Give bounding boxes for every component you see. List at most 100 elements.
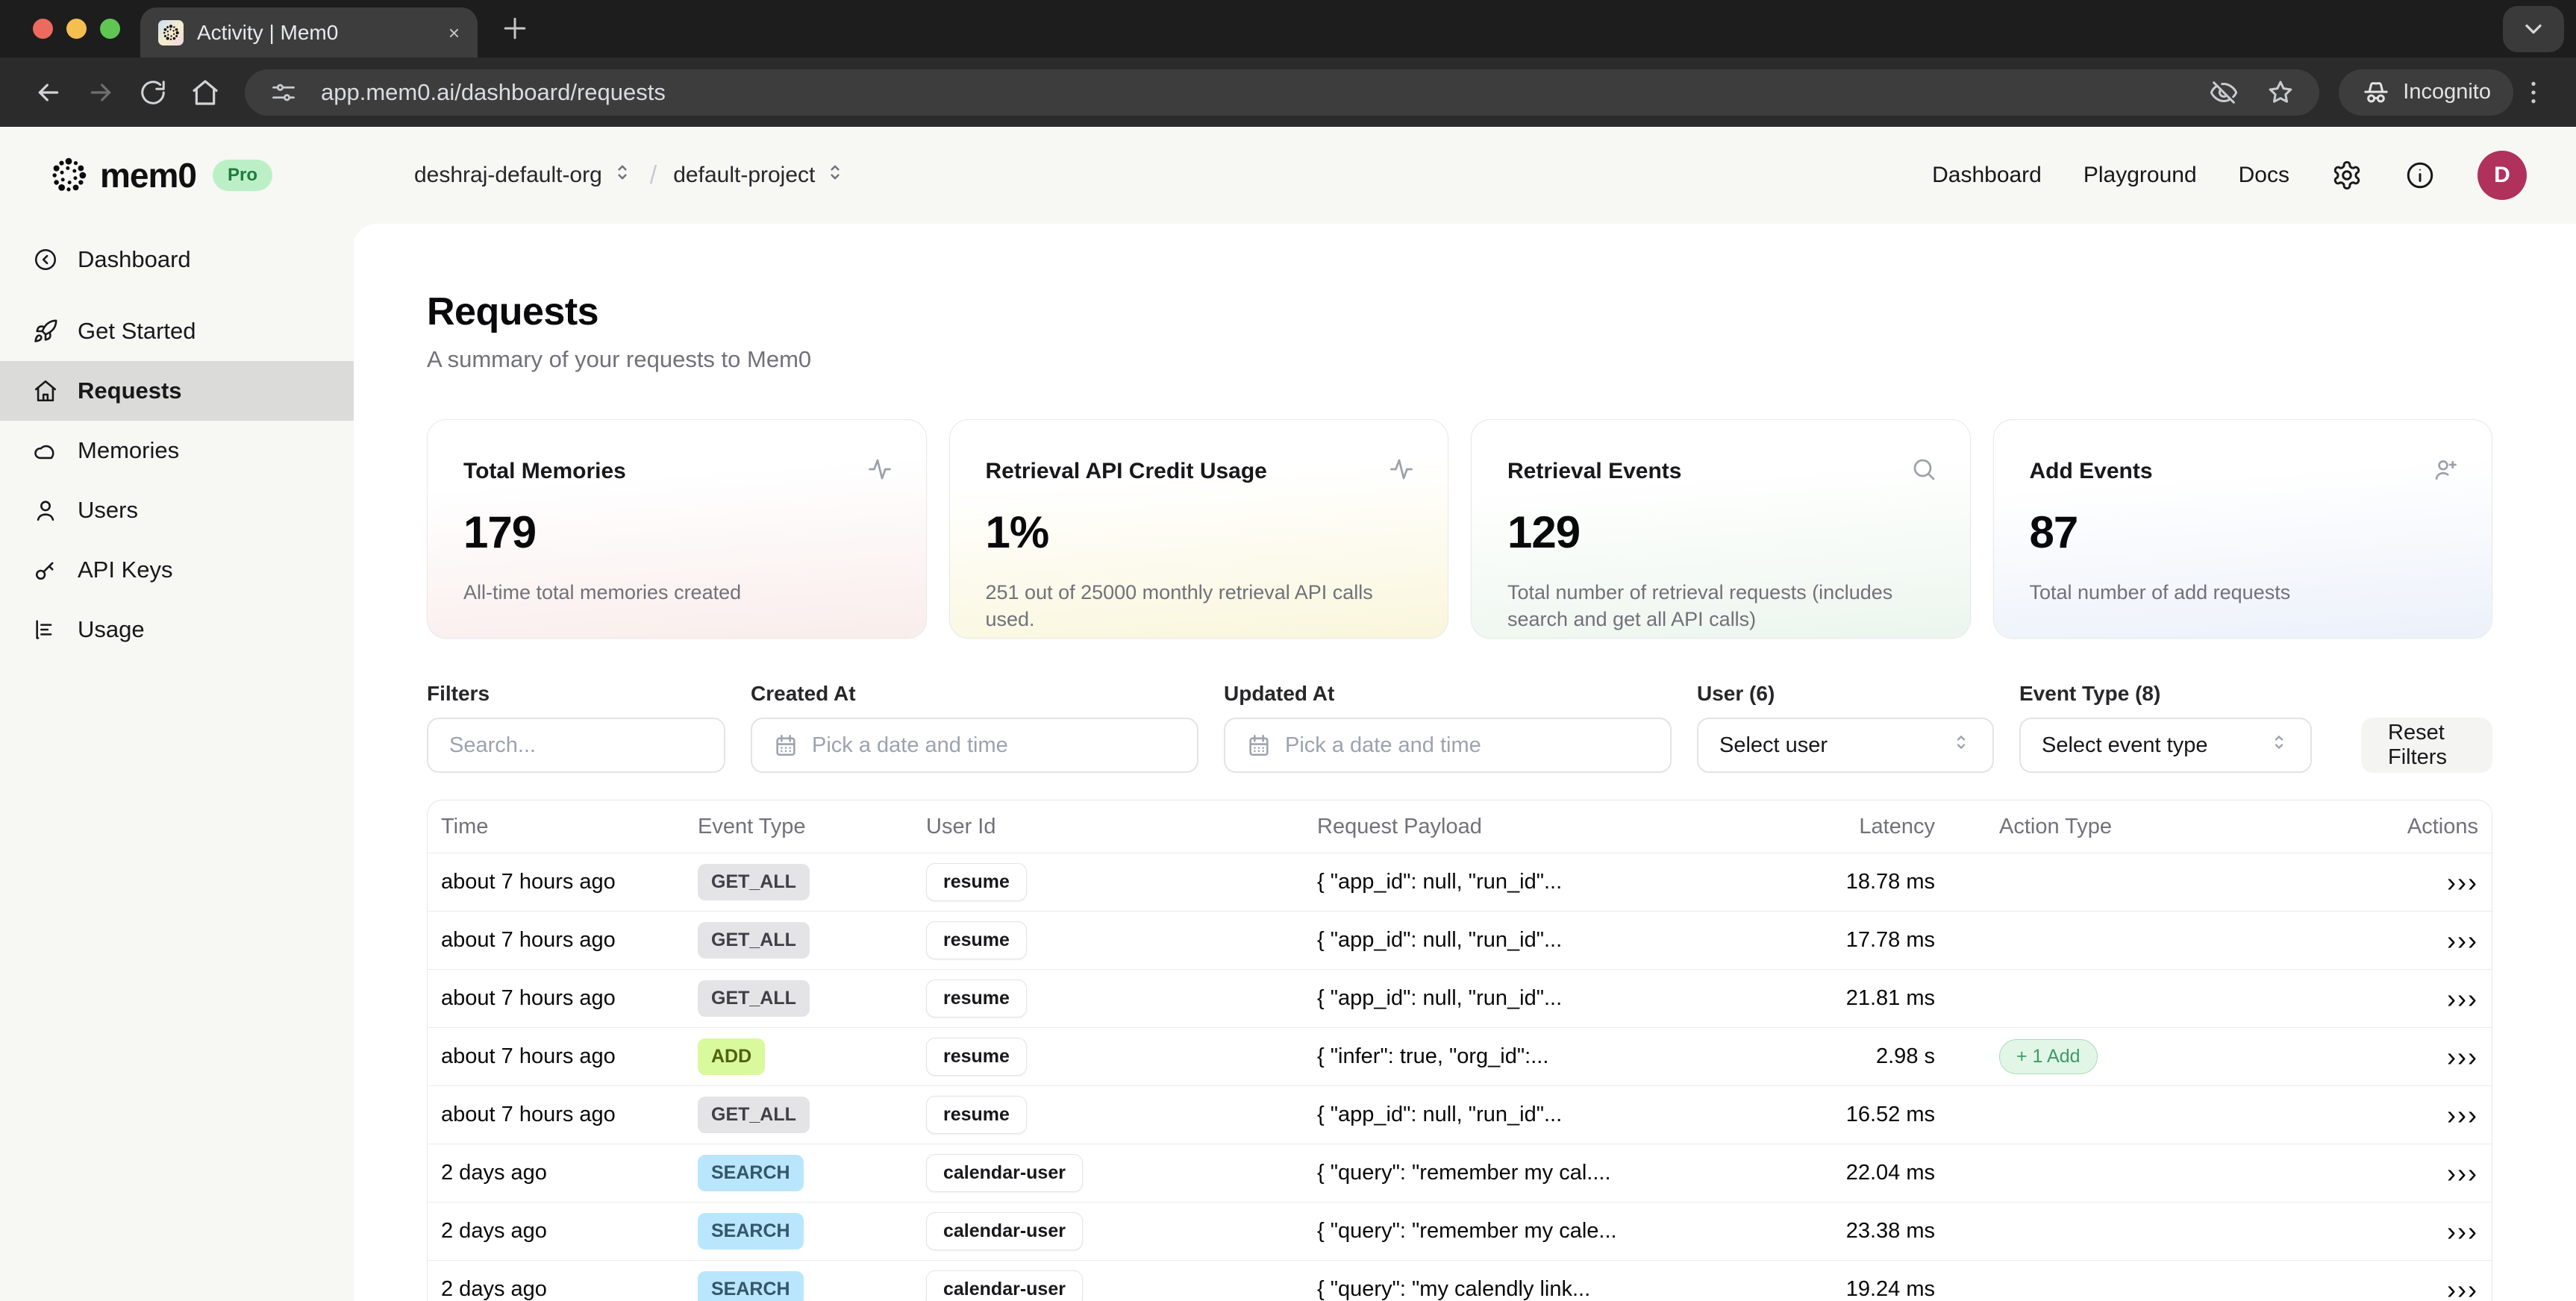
nav-link-docs[interactable]: Docs: [2238, 163, 2289, 187]
row-actions-button[interactable]: ›››: [2447, 1157, 2478, 1188]
row-latency: 23.38 ms: [1845, 1219, 1935, 1243]
sidebar-item-requests[interactable]: Requests: [0, 361, 354, 421]
settings-gear-icon[interactable]: [2331, 160, 2363, 191]
forward-button[interactable]: [75, 66, 127, 119]
updated-at-picker[interactable]: Pick a date and time: [1224, 718, 1672, 773]
org-selector[interactable]: deshraj-default-org: [414, 161, 634, 189]
event-type-badge: SEARCH: [698, 1155, 804, 1191]
app-header: mem0 Pro deshraj-default-org / default-p…: [0, 127, 2576, 224]
filters-label: Filters: [427, 682, 490, 705]
sidebar-item-api-keys[interactable]: API Keys: [0, 540, 354, 600]
user-icon: [33, 498, 58, 523]
row-payload: { "query": "remember my cale...: [1317, 1219, 1617, 1243]
rocket-icon: [33, 319, 58, 344]
event-type-badge: GET_ALL: [698, 864, 810, 900]
home-button[interactable]: [179, 66, 231, 119]
user-id-badge: calendar-user: [926, 1270, 1083, 1301]
row-actions-button[interactable]: ›››: [2447, 866, 2478, 897]
table-row[interactable]: about 7 hours ago GET_ALL resume { "app_id"…: [428, 969, 2492, 1027]
sidebar-item-label: Users: [78, 497, 138, 523]
row-latency: 16.52 ms: [1845, 1103, 1935, 1126]
eye-off-icon[interactable]: [2204, 78, 2243, 107]
row-payload: { "query": "my calendly link...: [1317, 1277, 1591, 1301]
table-row[interactable]: about 7 hours ago ADD resume { "infer": tru…: [428, 1027, 2492, 1085]
table-row[interactable]: about 7 hours ago GET_ALL resume { "app_id"…: [428, 853, 2492, 911]
stat-cards: Total Memories 179 All-time total memories…: [427, 419, 2492, 639]
window-close-button[interactable]: [33, 19, 53, 39]
nav-link-playground[interactable]: Playground: [2083, 163, 2197, 187]
user-id-badge: calendar-user: [926, 1212, 1083, 1250]
event-type-badge: GET_ALL: [698, 922, 810, 959]
reset-filters-button[interactable]: Reset Filters: [2361, 718, 2492, 773]
site-settings-icon[interactable]: [264, 79, 303, 106]
incognito-icon: [2364, 81, 2388, 102]
row-payload: { "app_id": null, "run_id"...: [1317, 1103, 1563, 1126]
row-payload: { "app_id": null, "run_id"...: [1317, 986, 1563, 1010]
key-icon: [33, 557, 58, 583]
table-row[interactable]: 2 days ago SEARCH calendar-user { "query": …: [428, 1260, 2492, 1301]
back-button[interactable]: [22, 66, 75, 119]
sidebar-item-label: Memories: [78, 437, 180, 463]
reload-button[interactable]: [127, 66, 179, 119]
sidebar-item-dashboard[interactable]: Dashboard: [0, 230, 354, 289]
row-actions-button[interactable]: ›››: [2447, 1099, 2478, 1130]
incognito-label: Incognito: [2403, 80, 2491, 104]
cloud-icon: [33, 438, 58, 463]
activity-icon: [1388, 456, 1415, 486]
mem0-logo[interactable]: mem0 Pro: [49, 155, 272, 195]
browser-toolbar: app.mem0.ai/dashboard/requests Incognito: [0, 57, 2576, 127]
window-minimize-button[interactable]: [66, 19, 87, 39]
tab-title: Activity | Mem0: [197, 20, 339, 44]
project-selector[interactable]: default-project: [673, 161, 846, 189]
user-select-value: Select user: [1719, 733, 1828, 757]
column-header-request-payload: Request Payload: [1317, 814, 1482, 838]
user-select[interactable]: Select user: [1697, 718, 1994, 773]
row-actions-button[interactable]: ›››: [2447, 982, 2478, 1014]
sidebar-item-label: Get Started: [78, 318, 196, 344]
sidebar-item-memories[interactable]: Memories: [0, 421, 354, 480]
user-plus-icon: [2432, 456, 2459, 486]
chart-icon: [33, 617, 58, 642]
created-at-label: Created At: [751, 682, 856, 705]
event-type-select[interactable]: Select event type: [2019, 718, 2312, 773]
column-header-actions: Actions: [2407, 814, 2478, 838]
nav-link-dashboard[interactable]: Dashboard: [1932, 163, 2042, 187]
row-payload: { "query": "remember my cal....: [1317, 1161, 1611, 1185]
column-header-time: Time: [441, 814, 489, 838]
sidebar-item-users[interactable]: Users: [0, 480, 354, 540]
browser-tab[interactable]: Activity | Mem0 ×: [140, 7, 478, 57]
sidebar-item-usage[interactable]: Usage: [0, 600, 354, 659]
event-type-select-value: Select event type: [2042, 733, 2208, 757]
tab-close-icon[interactable]: ×: [448, 21, 460, 44]
tab-search-button[interactable]: [2503, 6, 2564, 52]
browser-menu-button[interactable]: [2513, 78, 2554, 107]
app-window: mem0 Pro deshraj-default-org / default-p…: [0, 127, 2576, 1301]
table-row[interactable]: 2 days ago SEARCH calendar-user { "query": …: [428, 1202, 2492, 1260]
row-actions-button[interactable]: ›››: [2447, 1041, 2478, 1072]
row-actions-button[interactable]: ›››: [2447, 1273, 2478, 1301]
user-id-badge: resume: [926, 979, 1027, 1018]
table-row[interactable]: 2 days ago SEARCH calendar-user { "query": …: [428, 1144, 2492, 1202]
page-subtitle: A summary of your requests to Mem0: [427, 346, 812, 372]
row-actions-button[interactable]: ›››: [2447, 924, 2478, 956]
bookmark-star-icon[interactable]: [2261, 78, 2300, 107]
created-at-picker[interactable]: Pick a date and time: [751, 718, 1198, 773]
row-payload: { "app_id": null, "run_id"...: [1317, 870, 1563, 894]
avatar[interactable]: D: [2477, 151, 2527, 200]
search-input[interactable]: [427, 718, 725, 773]
mem0-logo-icon: [52, 157, 87, 192]
new-tab-button[interactable]: [498, 12, 531, 48]
sidebar-item-get-started[interactable]: Get Started: [0, 301, 354, 361]
row-latency: 21.81 ms: [1845, 986, 1935, 1010]
url-bar[interactable]: app.mem0.ai/dashboard/requests: [245, 69, 2320, 116]
table-row[interactable]: about 7 hours ago GET_ALL resume { "app_id"…: [428, 1085, 2492, 1144]
table-body: about 7 hours ago GET_ALL resume{ "app_id"…: [428, 853, 2492, 1301]
row-payload: { "app_id": null, "run_id"...: [1317, 928, 1563, 952]
window-maximize-button[interactable]: [100, 19, 120, 39]
info-icon[interactable]: [2404, 160, 2436, 191]
table-row[interactable]: about 7 hours ago GET_ALL resume { "app_id"…: [428, 911, 2492, 969]
row-actions-button[interactable]: ›››: [2447, 1215, 2478, 1247]
row-latency: 2.98 s: [1876, 1044, 1935, 1068]
chevron-updown-icon: [2269, 732, 2289, 759]
url-text[interactable]: app.mem0.ai/dashboard/requests: [321, 78, 666, 105]
